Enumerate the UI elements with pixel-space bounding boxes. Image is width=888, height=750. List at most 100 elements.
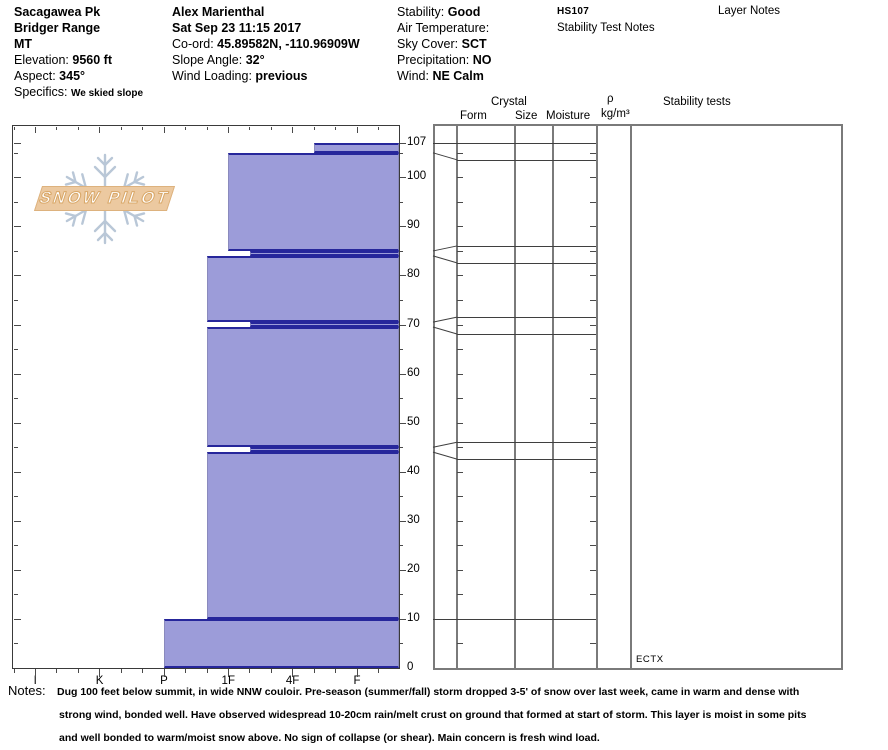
panel-depth-tick-left — [457, 545, 463, 547]
size-column-divider — [514, 126, 516, 668]
depth-tick-right — [400, 275, 406, 277]
hardness-axis-label: P — [160, 675, 168, 687]
panel-depth-tick-left — [457, 177, 463, 179]
hardness-axis-label: 1F — [221, 675, 235, 687]
hardness-tick-top — [34, 126, 36, 133]
panel-depth-tick-right — [590, 545, 596, 547]
depth-tick-left — [13, 250, 18, 252]
pit-datetime: Sat Sep 23 11:15 2017 — [172, 21, 302, 35]
depth-tick-left — [13, 275, 21, 277]
elevation-row: Elevation: 9560 ft — [14, 52, 143, 68]
panel-depth-tick-right — [590, 324, 596, 326]
hardness-tick-bottom — [378, 668, 380, 673]
aspect-row: Aspect: 345° — [14, 68, 143, 84]
specifics-label: Specifics: — [14, 85, 68, 99]
panel-depth-tick-right — [590, 643, 596, 645]
depth-tick-left — [13, 373, 21, 375]
depth-tick-right — [400, 643, 403, 645]
depth-tick-left — [13, 349, 18, 351]
form-column-divider — [456, 126, 458, 668]
slope-angle-value: 32° — [245, 53, 265, 67]
hardness-tick-top — [335, 126, 337, 130]
depth-tick-left — [13, 545, 18, 547]
layer-data-panel — [433, 124, 843, 670]
panel-depth-tick-left — [457, 152, 463, 154]
panel-depth-tick-right — [590, 177, 596, 179]
hardness-tick-bottom — [77, 668, 79, 673]
panel-depth-tick-left — [457, 643, 463, 645]
wind-value: NE Calm — [432, 69, 484, 83]
snow-height-header: HS107 Stability Test Notes — [557, 6, 655, 34]
panel-depth-tick-left — [457, 471, 463, 473]
wind-loading-row: Wind Loading: previous — [172, 68, 360, 84]
depth-tick-left — [13, 226, 21, 228]
hardness-tick-bottom — [56, 668, 58, 673]
snow-layer-bar — [314, 143, 399, 153]
hardness-axis-label: 4F — [285, 675, 300, 687]
depth-tick-right — [400, 349, 403, 351]
depth-axis-label: 30 — [407, 513, 420, 526]
depth-axis-label: 20 — [407, 562, 420, 575]
depth-tick-left — [13, 300, 18, 301]
layer-notes-label: Layer Notes — [718, 5, 781, 17]
depth-axis-label: 70 — [407, 317, 420, 330]
density-column-divider — [596, 126, 598, 668]
snow-layer-bar — [206, 452, 399, 619]
depth-tick-right — [400, 143, 406, 144]
panel-depth-tick-right — [590, 594, 596, 596]
depth-axis-label: 50 — [407, 415, 420, 428]
notes-label: Notes: — [8, 683, 46, 698]
hardness-tick-top — [313, 126, 315, 130]
stability-test-notes-label: Stability Test Notes — [557, 22, 655, 34]
panel-depth-tick-right — [590, 398, 596, 400]
layer-boundary-line — [457, 333, 596, 335]
layer-boundary-line — [433, 143, 596, 144]
hardness-tick-bottom — [185, 668, 187, 673]
depth-axis-label: 60 — [407, 366, 420, 379]
depth-tick-right — [400, 447, 403, 449]
hardness-tick-bottom — [142, 668, 144, 673]
precipitation-value: NO — [472, 53, 492, 67]
hardness-tick-bottom — [13, 668, 15, 673]
depth-axis-label: 40 — [407, 464, 420, 477]
wind-row: Wind: NE Calm — [397, 68, 492, 84]
slope-angle-label: Slope Angle: — [172, 53, 243, 67]
hardness-tick-top — [270, 126, 272, 130]
moisture-column-header: Moisture — [546, 110, 591, 122]
layer-boundary-line — [433, 618, 596, 620]
air-temp-row: Air Temperature: — [397, 20, 492, 36]
size-column-header: Size — [515, 110, 538, 122]
specifics-value: We skied slope — [70, 88, 144, 99]
depth-axis-label: 80 — [407, 268, 420, 281]
hardness-axis-label: K — [95, 675, 104, 687]
observer-header: Alex Marienthal Sat Sep 23 11:15 2017 Co… — [172, 4, 360, 84]
depth-tick-left — [13, 496, 18, 498]
depth-axis-label: 100 — [407, 170, 427, 183]
depth-tick-left — [13, 569, 21, 571]
layer-boundary-line — [457, 459, 596, 461]
hardness-tick-bottom — [292, 668, 294, 677]
location-header: Sacagawea Pk Bridger Range MT Elevation:… — [14, 4, 143, 102]
hardness-tick-bottom — [34, 668, 36, 677]
panel-depth-tick-right — [590, 275, 596, 277]
hardness-tick-bottom — [270, 668, 272, 673]
depth-tick-right — [400, 300, 403, 301]
depth-tick-right — [400, 152, 403, 154]
depth-tick-right — [400, 471, 406, 473]
panel-depth-tick-left — [457, 349, 463, 351]
observer-name: Alex Marienthal — [172, 5, 265, 19]
stability-label: Stability: — [397, 5, 445, 19]
hardness-tick-bottom — [206, 668, 208, 673]
layer-boundary-line — [457, 159, 596, 161]
hardness-tick-top — [142, 126, 144, 130]
hardness-tick-top — [292, 126, 294, 133]
depth-tick-left — [13, 643, 18, 645]
notes-line-3: and well bonded to warm/moist snow above… — [59, 732, 600, 744]
depth-tick-left — [13, 152, 18, 154]
snow-layer-bar — [228, 152, 399, 251]
depth-tick-left — [13, 447, 18, 449]
precipitation-row: Precipitation: NO — [397, 52, 492, 68]
panel-depth-tick-left — [457, 422, 463, 424]
panel-depth-tick-right — [590, 250, 596, 252]
